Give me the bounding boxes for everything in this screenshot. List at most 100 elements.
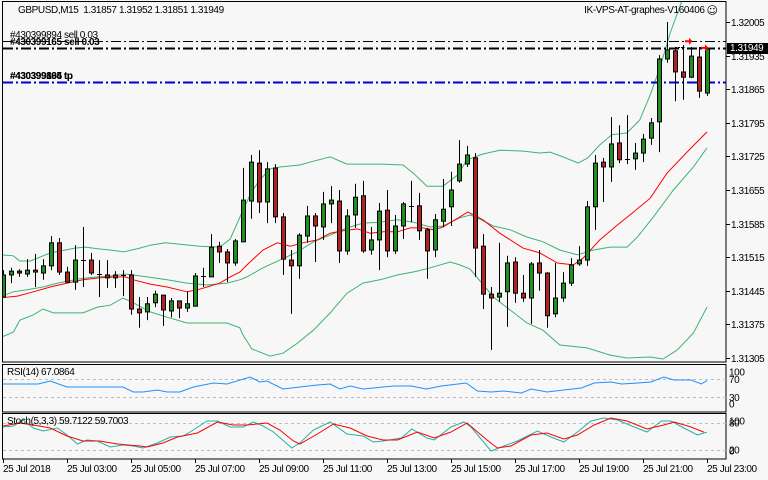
- stoch-plot: [3, 417, 726, 452]
- time-axis[interactable]: 25 Jul 2018 25 Jul 03:00 25 Jul 05:00 25 Ju…: [3, 459, 758, 475]
- candle-body: [521, 292, 526, 299]
- order-label-sell-1[interactable]: #430399894 sell 0.03: [10, 29, 98, 41]
- time-tick-label: 25 Jul 09:00: [259, 464, 310, 475]
- trade-arrows: [685, 37, 709, 52]
- candle-body: [3, 274, 6, 298]
- candle: [257, 150, 262, 214]
- candle: [465, 145, 470, 167]
- candle-body: [25, 269, 30, 275]
- candle-body: [377, 210, 382, 241]
- candle: [377, 202, 382, 271]
- candlesticks: [3, 22, 710, 350]
- candle-body: [185, 303, 190, 309]
- price-tick-label: 1.31795: [731, 119, 765, 130]
- candle-body: [281, 216, 286, 260]
- price-axis[interactable]: 1.32005 1.31935 1.31865 1.31795 1.31725 1.316…: [726, 18, 766, 365]
- candle: [353, 183, 358, 228]
- candle: [385, 190, 390, 258]
- candle: [97, 260, 102, 298]
- expert-advisor-label[interactable]: IK-VPS-AT-graphes-V160406 ☺: [584, 5, 718, 16]
- smiley-icon[interactable]: ☺: [706, 4, 718, 17]
- candle: [473, 153, 478, 277]
- candle-body: [449, 189, 454, 208]
- candle: [105, 260, 110, 288]
- candle: [313, 213, 318, 262]
- candle: [401, 202, 406, 239]
- candle-body: [569, 264, 574, 284]
- candle: [625, 115, 630, 165]
- price-tick-label: 1.31725: [731, 152, 765, 163]
- candle-body: [385, 209, 390, 252]
- candle-body: [153, 293, 158, 304]
- candle: [89, 252, 94, 275]
- candle: [697, 46, 702, 98]
- order-label-sell-2[interactable]: #430399165 sell 0.03: [10, 36, 100, 48]
- candle-body: [169, 300, 174, 312]
- indicator-axis-label: 20: [729, 446, 740, 457]
- candle: [553, 262, 558, 318]
- indicator-axis-label: 100: [729, 368, 745, 379]
- candle-body: [145, 303, 150, 313]
- price-tick-label: 1.31515: [731, 253, 765, 264]
- candle: [329, 186, 334, 224]
- bollinger-lower-line: [3, 261, 708, 360]
- candle: [569, 258, 574, 286]
- candle-body: [689, 55, 694, 78]
- candle: [537, 250, 542, 291]
- candle: [545, 272, 550, 328]
- candle-body: [177, 300, 182, 309]
- candle: [49, 236, 54, 271]
- candle-body: [249, 161, 254, 202]
- indicator-axis-label: 80: [729, 419, 740, 430]
- candle: [681, 45, 686, 100]
- candle: [185, 291, 190, 312]
- rsi-pane-frame[interactable]: [2, 364, 727, 413]
- candle-body: [105, 274, 110, 279]
- candle-body: [9, 270, 14, 276]
- candle: [665, 22, 670, 63]
- candle-body: [41, 265, 46, 274]
- candle-body: [457, 163, 462, 182]
- candle-body: [481, 245, 486, 295]
- candle-body: [329, 199, 334, 205]
- order-label-tp-1[interactable]: #430399894 tp: [10, 70, 73, 82]
- time-tick-label: 25 Jul 23:00: [707, 464, 758, 475]
- candle-body: [209, 246, 214, 278]
- candle: [593, 154, 598, 230]
- candle-body: [265, 168, 270, 203]
- candle-body: [89, 259, 94, 274]
- candle: [241, 167, 246, 243]
- time-tick-label: 25 Jul 21:00: [643, 464, 694, 475]
- time-tick-label: 25 Jul 13:00: [387, 464, 438, 475]
- candle: [273, 164, 278, 224]
- candle: [609, 117, 614, 182]
- candle-body: [393, 225, 398, 252]
- price-tick-label: 1.31585: [731, 220, 765, 231]
- candle: [457, 140, 462, 183]
- candle-body: [497, 292, 502, 298]
- current-price-label: 1.31949: [727, 43, 768, 54]
- candle-body: [545, 272, 550, 317]
- price-tick-label: 1.31935: [731, 52, 765, 63]
- candle: [361, 180, 366, 253]
- candle: [81, 226, 86, 287]
- price-tick-label: 1.32005: [731, 18, 765, 29]
- candle-body: [345, 215, 350, 252]
- candle: [217, 241, 222, 263]
- candle: [585, 201, 590, 266]
- candle: [145, 297, 150, 321]
- candle: [225, 249, 230, 283]
- candle: [17, 269, 22, 277]
- main-pane-frame[interactable]: [2, 1, 727, 363]
- candle: [417, 192, 422, 240]
- order-label-tp-2[interactable]: #430399165 tp: [10, 70, 73, 82]
- candle-body: [137, 308, 142, 314]
- candle: [321, 191, 326, 240]
- candle-body: [417, 205, 422, 232]
- candle: [633, 142, 638, 170]
- candle: [129, 270, 134, 315]
- candle: [497, 242, 502, 302]
- price-tick-label: 1.31445: [731, 287, 765, 298]
